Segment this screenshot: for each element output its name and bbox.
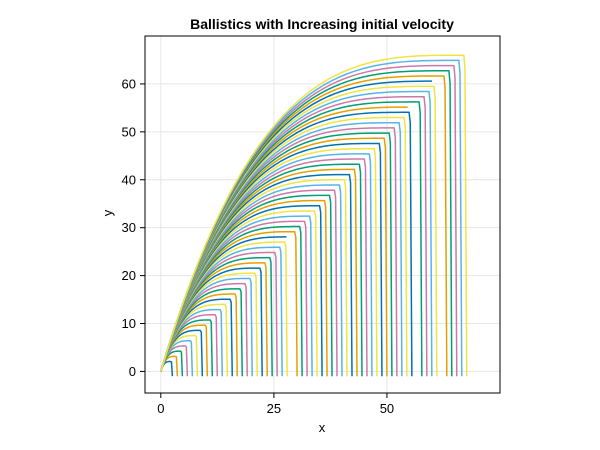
x-tick-label: 50 (380, 401, 394, 416)
y-tick-label: 20 (122, 268, 136, 283)
y-tick-label: 0 (129, 364, 136, 379)
axis-ticks: 0 25 50 0 10 20 30 40 50 60 (122, 76, 395, 416)
series-group (160, 54, 468, 377)
trajectory-line (160, 54, 468, 377)
x-axis-label: x (319, 420, 326, 435)
y-axis-label: y (100, 209, 115, 216)
y-tick-label: 60 (122, 76, 136, 91)
y-tick-label: 50 (122, 124, 136, 139)
trajectory-line (160, 210, 318, 377)
x-tick-label: 0 (157, 401, 164, 416)
y-tick-label: 10 (122, 316, 136, 331)
y-tick-label: 40 (122, 172, 136, 187)
x-tick-label: 25 (267, 401, 281, 416)
y-tick-label: 30 (122, 220, 136, 235)
plot-frame (144, 35, 501, 394)
chart-title: Ballistics with Increasing initial veloc… (190, 16, 454, 32)
